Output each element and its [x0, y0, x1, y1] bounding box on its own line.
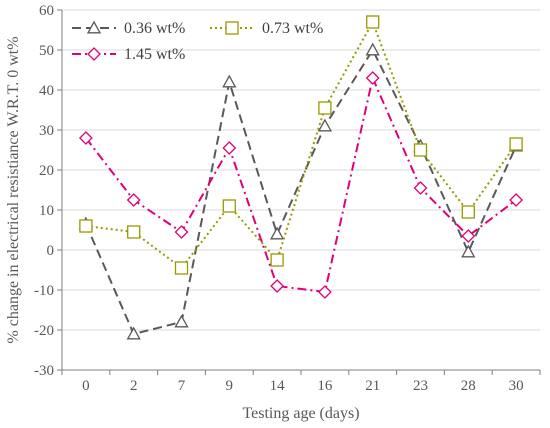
data-point — [126, 326, 141, 340]
legend-marker — [87, 47, 101, 61]
x-tick-label: 21 — [365, 378, 380, 394]
x-tick-label: 0 — [82, 378, 90, 394]
data-point — [78, 131, 93, 145]
legend-item: 0.36 wt% — [72, 20, 185, 37]
series-0 — [78, 42, 524, 340]
data-point — [413, 143, 428, 157]
y-tick-label: 50 — [39, 43, 54, 59]
legend: 0.36 wt% 0.73 wt% 1.45 wt% — [72, 20, 323, 63]
legend-label: 1.45 wt% — [124, 46, 185, 63]
y-tick-label: 60 — [39, 3, 54, 19]
data-point — [509, 137, 523, 151]
data-point — [127, 225, 141, 239]
x-tick-label: 9 — [226, 378, 234, 394]
legend-marker — [225, 21, 239, 35]
data-point — [318, 101, 332, 115]
y-tick-label: 30 — [39, 123, 54, 139]
legend-item: 0.73 wt% — [210, 20, 323, 37]
data-point — [222, 199, 236, 213]
data-point — [222, 141, 237, 155]
data-point — [461, 229, 476, 243]
x-tick-label: 2 — [130, 378, 138, 394]
x-tick-label: 30 — [509, 378, 524, 394]
y-tick-label: 40 — [39, 83, 54, 99]
data-point — [461, 244, 476, 258]
data-point — [461, 205, 475, 219]
series-line — [85, 19, 517, 270]
data-point — [174, 225, 189, 239]
y-tick-label: 10 — [39, 203, 54, 219]
y-tick-label: -20 — [34, 323, 54, 339]
legend-label: 0.73 wt% — [262, 20, 323, 37]
series-line — [85, 74, 517, 294]
data-point — [509, 193, 524, 207]
series-line — [84, 47, 518, 336]
data-point — [366, 15, 380, 29]
legend-item: 1.45 wt% — [72, 46, 185, 63]
x-tick-label: 7 — [178, 378, 186, 394]
data-point — [317, 285, 332, 299]
legend-marker — [86, 20, 102, 34]
series-group — [78, 15, 524, 340]
data-point — [317, 118, 333, 132]
data-point — [79, 219, 93, 233]
x-tick-label: 28 — [461, 378, 476, 394]
series-1 — [79, 15, 523, 275]
data-point — [269, 226, 285, 240]
y-tick-label: 20 — [39, 163, 54, 179]
y-axis-title: % change in electrical resistiance W.R.T… — [5, 36, 22, 343]
y-tick-label: 0 — [47, 243, 55, 259]
legend-label: 0.36 wt% — [124, 20, 185, 37]
y-tick-label: -30 — [34, 363, 54, 379]
data-point — [222, 74, 237, 88]
data-point — [174, 261, 189, 275]
axes — [57, 9, 541, 375]
x-tick-label: 16 — [317, 378, 333, 394]
data-point — [270, 253, 284, 267]
grid — [62, 9, 540, 371]
x-axis-title: Testing age (days) — [242, 405, 359, 422]
x-tick-labels: 0 2 7 9 14 16 21 23 28 30 — [82, 378, 523, 394]
data-point — [126, 193, 141, 207]
y-tick-label: -10 — [34, 283, 54, 299]
data-point — [270, 279, 285, 293]
data-point — [174, 314, 189, 328]
x-tick-label: 14 — [270, 378, 286, 394]
x-tick-label: 23 — [413, 378, 428, 394]
data-point — [365, 42, 380, 56]
series-2 — [78, 71, 524, 299]
data-point — [365, 71, 380, 85]
y-tick-labels: -30 -20 -10 0 10 20 30 40 50 60 — [34, 3, 54, 379]
data-point — [413, 181, 428, 195]
